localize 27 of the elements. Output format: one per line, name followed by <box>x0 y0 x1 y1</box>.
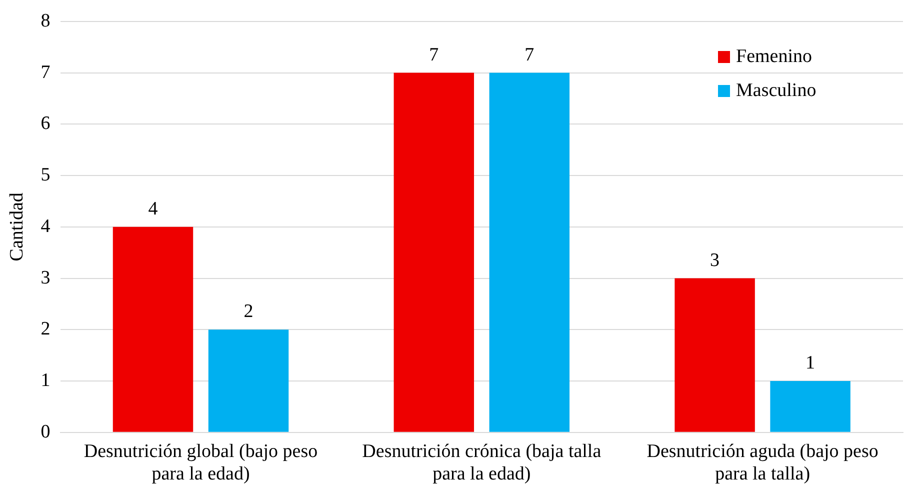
x-tick-label: Desnutrición crónica (baja talla para la edad) <box>362 440 602 485</box>
data-label: 1 <box>806 352 816 374</box>
bar <box>112 226 194 432</box>
data-label: 3 <box>710 250 720 271</box>
x-tick-label: Desnutrición aguda (bajo peso para la talla) <box>646 440 878 485</box>
y-tick-label: 5 <box>40 164 50 186</box>
y-tick-label: 8 <box>40 10 50 32</box>
x-tick-label: Desnutrición global (bajo peso para la edad) <box>84 440 318 485</box>
y-tick-label: 0 <box>40 421 50 442</box>
y-tick-label: 7 <box>40 62 50 83</box>
legend-label: Masculino <box>736 80 816 102</box>
y-tick-label: 1 <box>40 370 50 392</box>
data-label: 4 <box>148 198 158 220</box>
data-label: 7 <box>429 44 439 66</box>
y-tick-label: 6 <box>40 113 50 134</box>
legend-label: Femenino <box>736 46 812 68</box>
bar <box>489 72 570 432</box>
bar <box>770 381 850 432</box>
y-tick-label: 4 <box>40 216 51 237</box>
bar <box>208 330 289 432</box>
y-axis-title: Cantidad <box>6 192 28 262</box>
y-tick-label: 3 <box>40 267 50 288</box>
data-label: 2 <box>244 301 254 322</box>
bar <box>674 278 755 432</box>
bar <box>394 72 474 432</box>
data-label: 7 <box>524 44 534 66</box>
y-tick-label: 2 <box>40 318 50 340</box>
